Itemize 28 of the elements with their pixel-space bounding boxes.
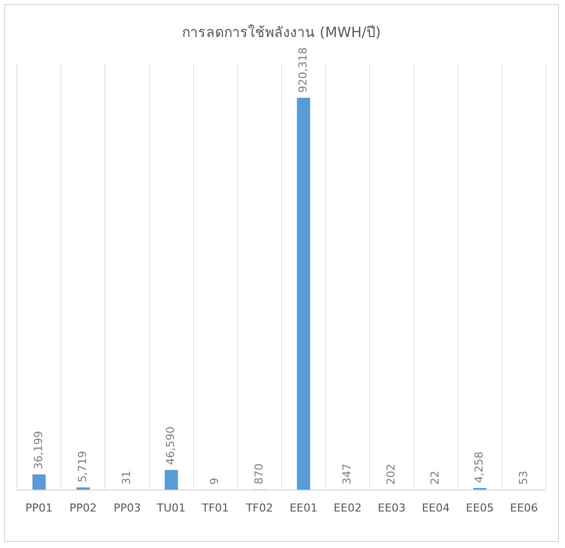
x-tick-label: TF01 (200, 501, 229, 514)
x-tick-label: EE03 (378, 501, 406, 514)
bar (164, 470, 178, 490)
data-label: 920,318 (296, 47, 310, 93)
data-label: 5,719 (76, 450, 89, 482)
data-label: 347 (340, 464, 354, 485)
data-label: 31 (120, 470, 134, 485)
x-tick-label: PP01 (25, 501, 53, 514)
x-tick-label: EE04 (422, 501, 450, 514)
data-label: 202 (384, 464, 398, 485)
x-tick-label: EE02 (334, 501, 362, 514)
data-label: 53 (516, 470, 530, 485)
bar (32, 474, 46, 490)
chart-title: การลดการใช้พลังงาน (MWH/ปี) (182, 24, 381, 42)
data-label: 46,590 (164, 426, 178, 465)
x-tick-label: PP03 (114, 501, 141, 514)
x-tick-label: EE01 (290, 501, 318, 514)
x-tick-label: TU01 (156, 501, 186, 514)
x-tick-label: PP02 (69, 501, 97, 514)
x-tick-label: TF02 (244, 501, 273, 514)
x-tick-label: EE05 (466, 501, 494, 514)
data-label: 22 (428, 470, 442, 485)
data-label: 870 (252, 463, 266, 484)
data-label: 4,258 (472, 451, 486, 483)
x-tick-label: EE06 (510, 501, 538, 514)
data-label: 36,199 (32, 430, 45, 470)
data-label: 9 (208, 478, 222, 485)
bar (296, 98, 310, 490)
